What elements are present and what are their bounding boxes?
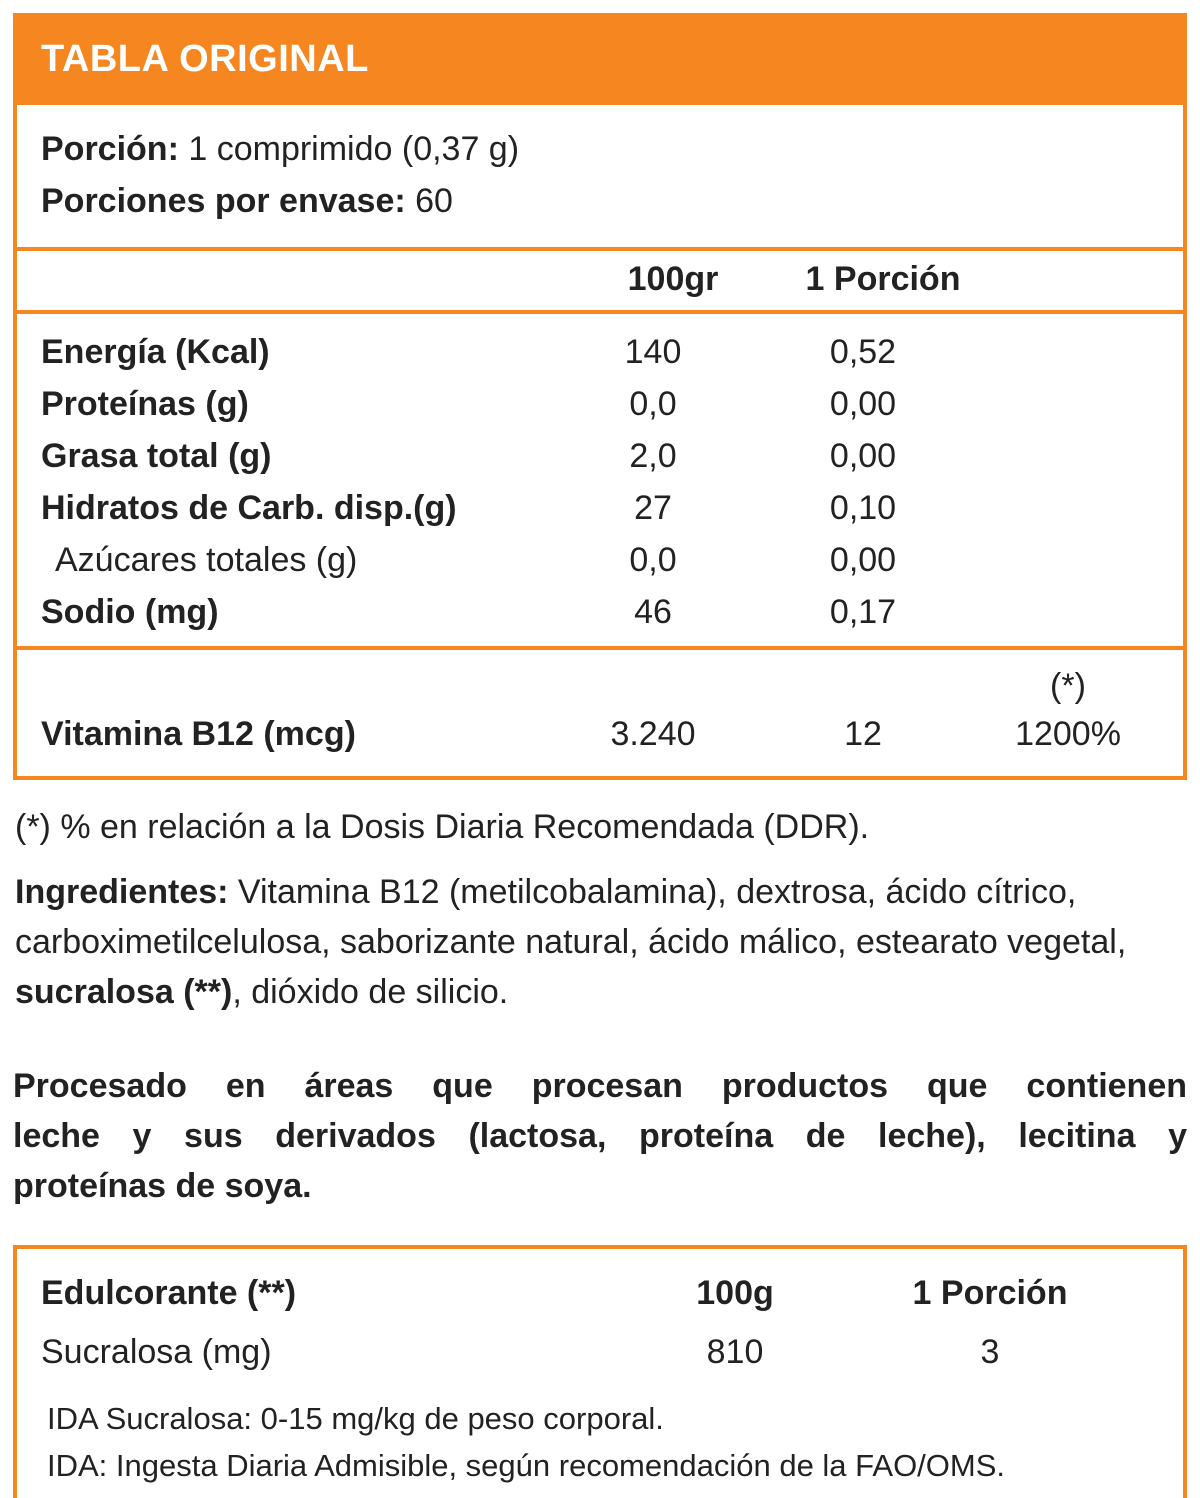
value-per-100g: 810: [706, 1332, 764, 1371]
nutrient-label: Hidratos de Carb. disp.(g): [41, 488, 457, 527]
nutrient-label: Azúcares totales (g): [55, 540, 358, 579]
col-header-100gr: 100gr: [627, 260, 719, 298]
sweetener-table: Edulcorante (**) 100g 1 Porción Sucralos…: [13, 1245, 1187, 1498]
ingredients-text: Vitamina B12 (metilcobalamina), dextrosa…: [15, 873, 1127, 961]
value-per-portion: 0,52: [829, 332, 897, 371]
sweetener-header-row: Edulcorante (**) 100g 1 Porción: [17, 1271, 1183, 1315]
value-per-100g: 2,0: [629, 436, 677, 475]
value-per-100g: 0,0: [629, 384, 677, 423]
table-row: Azúcares totales (g) 0,0 0,00: [17, 534, 1183, 586]
value-per-portion: 12: [844, 714, 882, 753]
value-ddr-percent: 1200%: [1015, 714, 1121, 753]
ingredients-paragraph: Ingredientes: Vitamina B12 (metilcobalam…: [15, 867, 1185, 1017]
nutrient-label: Proteínas (g): [41, 384, 249, 423]
table-row: Hidratos de Carb. disp.(g) 27 0,10: [17, 482, 1183, 534]
vitamin-section: (*) Vitamina B12 (mcg) 3.240 12 1200%: [17, 646, 1183, 776]
value-per-100g: 0,0: [629, 540, 677, 579]
value-per-100g: 46: [634, 592, 672, 631]
col-header-porcion: 1 Porción: [912, 1273, 1068, 1312]
ida-notes: IDA Sucralosa: 0-15 mg/kg de peso corpor…: [17, 1377, 1183, 1489]
servings-value: 60: [405, 181, 453, 220]
portion-value: 1 comprimido (0,37 g): [178, 129, 520, 168]
allergen-notice: Procesado en áreas que procesan producto…: [13, 1061, 1187, 1211]
col-header-porcion: 1 Porción: [805, 260, 961, 298]
table-title-bar: TABLA ORIGINAL: [13, 13, 1187, 105]
value-per-portion: 0,00: [829, 540, 897, 579]
value-per-100g: 140: [624, 332, 682, 371]
nutrient-label: Sodio (mg): [41, 592, 219, 631]
value-per-portion: 0,10: [829, 488, 897, 527]
portion-line: Porción: 1 comprimido (0,37 g): [41, 123, 1159, 175]
value-per-100g: 3.240: [610, 714, 696, 753]
ingredients-label: Ingredientes:: [15, 873, 229, 911]
nutrition-table: Porción: 1 comprimido (0,37 g) Porciones…: [13, 105, 1187, 780]
value-per-100g: 27: [634, 488, 672, 527]
ida-note: IDA: Ingesta Diaria Admisible, según rec…: [47, 1447, 1006, 1483]
ingredients-sweetener-bold: sucralosa (**): [15, 973, 233, 1011]
sweetener-label: Sucralosa (mg): [41, 1332, 272, 1371]
ddr-marker: (*): [1050, 667, 1086, 705]
allergen-line: leche y sus derivados (lactosa, proteína…: [13, 1117, 1187, 1155]
ddr-footnote: (*) % en relación a la Dosis Diaria Reco…: [15, 808, 870, 846]
value-per-portion: 0,17: [829, 592, 897, 631]
nutrient-label: Grasa total (g): [41, 436, 272, 475]
ida-note: IDA Sucralosa: 0-15 mg/kg de peso corpor…: [47, 1400, 664, 1436]
nutrient-rows-section: Energía (Kcal) 140 0,52 Proteínas (g) 0,…: [17, 310, 1183, 646]
column-header-row: 100gr 1 Porción: [17, 247, 1183, 310]
allergen-line: proteínas de soya.: [13, 1167, 312, 1205]
nutrient-label: Energía (Kcal): [41, 332, 270, 371]
table-row: Sucralosa (mg) 810 3: [17, 1327, 1183, 1377]
value-per-portion: 0,00: [829, 436, 897, 475]
ddr-marker-row: (*): [17, 658, 1183, 706]
table-row: Grasa total (g) 2,0 0,00: [17, 430, 1183, 482]
table-row: Proteínas (g) 0,0 0,00: [17, 378, 1183, 430]
table-row: Sodio (mg) 46 0,17: [17, 586, 1183, 638]
ingredients-text-end: , dióxido de silicio.: [232, 973, 509, 1011]
col-header-100g: 100g: [696, 1273, 774, 1312]
value-per-portion: 3: [980, 1332, 1000, 1371]
page-title: TABLA ORIGINAL: [41, 37, 369, 80]
table-row: Energía (Kcal) 140 0,52: [17, 326, 1183, 378]
sweetener-title: Edulcorante (**): [41, 1273, 297, 1312]
allergen-line: Procesado en áreas que procesan producto…: [13, 1067, 1187, 1105]
table-row: Vitamina B12 (mcg) 3.240 12 1200%: [17, 706, 1183, 762]
nutrient-label: Vitamina B12 (mcg): [41, 714, 356, 753]
serving-info-section: Porción: 1 comprimido (0,37 g) Porciones…: [17, 105, 1183, 247]
servings-per-container-line: Porciones por envase: 60: [41, 175, 1159, 227]
servings-label: Porciones por envase:: [41, 181, 406, 220]
portion-label: Porción:: [41, 129, 179, 168]
value-per-portion: 0,00: [829, 384, 897, 423]
